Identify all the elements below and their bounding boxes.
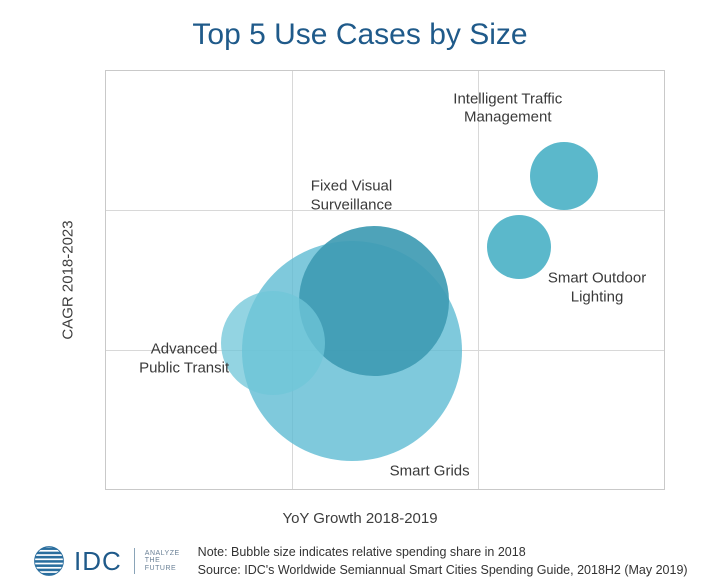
chart-container: Top 5 Use Cases by Size CAGR 2018-2023 I… — [0, 0, 720, 588]
bubble-label: Fixed VisualSurveillance — [311, 178, 393, 216]
grid-line-vertical — [478, 71, 479, 489]
globe-icon — [32, 544, 66, 578]
bubble-label: AdvancedPublic Transit — [139, 341, 229, 379]
logo-tagline: ANALYZE THE FUTURE — [145, 550, 180, 573]
x-axis-label: YoY Growth 2018-2019 — [0, 510, 720, 527]
footer: IDC ANALYZE THE FUTURE Note: Bubble size… — [32, 543, 702, 581]
bubble — [221, 291, 325, 395]
idc-logo: IDC ANALYZE THE FUTURE — [32, 544, 180, 578]
y-axis-label: CAGR 2018-2023 — [60, 220, 77, 339]
chart-title: Top 5 Use Cases by Size — [0, 18, 720, 52]
bubble-label: Smart Grids — [390, 463, 470, 482]
logo-text: IDC — [74, 546, 122, 577]
bubble-label: Intelligent TrafficManagement — [453, 90, 562, 128]
bubble — [487, 215, 551, 279]
logo-divider — [134, 548, 135, 574]
note-text: Note: Bubble size indicates relative spe… — [198, 543, 688, 562]
footer-notes: Note: Bubble size indicates relative spe… — [198, 543, 688, 581]
bubble-label: Smart OutdoorLighting — [548, 270, 646, 308]
bubble — [530, 142, 598, 210]
plot-area: Intelligent TrafficManagement Smart Outdo… — [105, 70, 665, 490]
source-text: Source: IDC's Worldwide Semiannual Smart… — [198, 561, 688, 580]
